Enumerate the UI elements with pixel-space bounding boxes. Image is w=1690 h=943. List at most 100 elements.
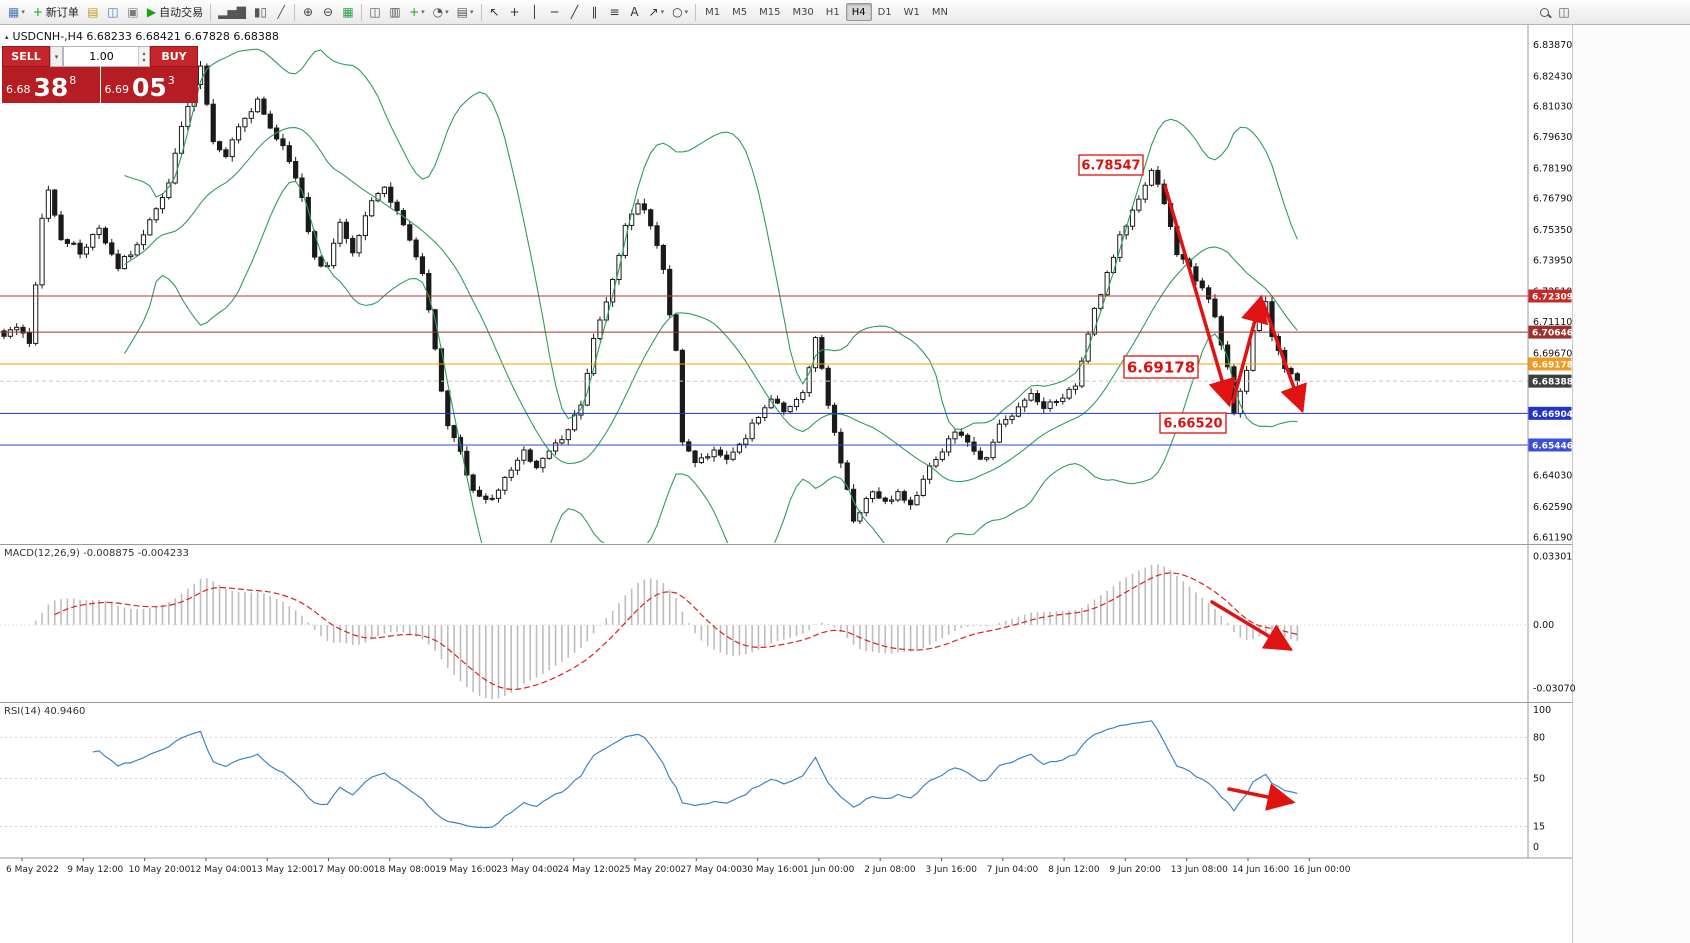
buy-price-display[interactable]: 6.69 05 3 — [100, 67, 198, 103]
sell-price-display[interactable]: 6.68 38 8 — [2, 67, 100, 103]
timeframe-h1[interactable]: H1 — [825, 6, 840, 18]
svg-text:23 May 04:00: 23 May 04:00 — [496, 865, 558, 875]
buy-button[interactable]: BUY — [150, 46, 198, 67]
cascade-windows-icon[interactable]: ▥ — [385, 2, 405, 22]
timeframe-h4[interactable]: H4 — [845, 3, 872, 21]
sell-button[interactable]: SELL — [2, 46, 50, 67]
annotation-arrow[interactable] — [1210, 600, 1293, 651]
trade-options-caret[interactable]: ▾ — [50, 46, 63, 67]
vline-icon[interactable]: │ — [525, 2, 545, 22]
zoom-in-icon[interactable]: ⊕ — [298, 2, 318, 22]
hline-icon[interactable]: ─ — [545, 2, 565, 22]
zoom-out-icon[interactable]: ⊖ — [318, 2, 338, 22]
new-order-button[interactable]: + 新订单 — [29, 2, 83, 22]
crosshair-icon-glyph: + — [509, 5, 520, 19]
crosshair-icon[interactable]: + — [505, 2, 525, 22]
vline-icon-glyph: │ — [530, 5, 539, 19]
caret-down-icon: ▾ — [21, 8, 25, 16]
svg-text:8 Jun 12:00: 8 Jun 12:00 — [1048, 865, 1100, 875]
volume-input[interactable] — [64, 47, 149, 66]
svg-text:6.76790: 6.76790 — [1533, 194, 1572, 205]
caret-down-icon: ▾ — [421, 8, 425, 16]
timeframe-m15[interactable]: M15 — [759, 6, 781, 18]
caret-down-icon: ▾ — [469, 8, 474, 16]
channel-icon[interactable]: ∥ — [585, 2, 605, 22]
bar-chart-icon[interactable]: ▂▅▇ — [214, 2, 250, 22]
annotation-arrow[interactable] — [1163, 184, 1236, 408]
svg-text:14 Jun 16:00: 14 Jun 16:00 — [1232, 865, 1289, 875]
collapse-icon[interactable]: ▴ — [5, 33, 9, 41]
svg-text:7 Jun 04:00: 7 Jun 04:00 — [987, 865, 1039, 875]
spinner-down-icon[interactable]: ▾ — [142, 56, 146, 64]
time-axis[interactable]: 6 May 2022 9 May 12:00 10 May 20:00 12 May … — [6, 858, 1351, 875]
svg-text:3 Jun 16:00: 3 Jun 16:00 — [926, 865, 978, 875]
market-watch-icon[interactable]: ◫ — [103, 2, 123, 22]
svg-text:9 May 12:00: 9 May 12:00 — [67, 865, 123, 875]
autotrade-button[interactable]: ▶ 自动交易 — [143, 2, 207, 22]
timeframe-d1[interactable]: D1 — [877, 6, 892, 18]
bollinger-bands — [123, 48, 1298, 543]
timeframe-w1[interactable]: W1 — [903, 6, 920, 18]
svg-text:9 Jun 20:00: 9 Jun 20:00 — [1109, 865, 1161, 875]
macd-histogram — [0, 564, 1528, 700]
shapes-icon[interactable]: ○ ▾ — [668, 2, 692, 22]
chart-window[interactable] — [0, 25, 1572, 943]
annotations[interactable]: 6.78547 6.69178 6.66520 — [1078, 154, 1307, 434]
svg-text:27 May 04:00: 27 May 04:00 — [680, 865, 742, 875]
svg-text:2 Jun 08:00: 2 Jun 08:00 — [864, 865, 916, 875]
hline-icon-glyph: ─ — [550, 5, 559, 19]
arrows-icon[interactable]: ↗ ▾ — [645, 2, 669, 22]
svg-text:6.66904: 6.66904 — [1532, 410, 1573, 420]
bar-chart-icon-glyph: ▂▅▇ — [218, 5, 246, 19]
navigator-icon[interactable]: ▣ — [123, 2, 143, 22]
annotation-arrow[interactable] — [1261, 300, 1307, 414]
tile-windows-icon[interactable]: ◫ — [365, 2, 385, 22]
text-icon-glyph: A — [630, 5, 639, 19]
zoom-in-icon-glyph: ⊕ — [303, 5, 314, 19]
rsi-panel — [0, 720, 1528, 829]
timeframe-m5[interactable]: M5 — [732, 6, 748, 18]
one-click-trading-panel: SELL ▾ ▴▾ BUY 6.68 38 8 6.69 05 3 — [2, 46, 198, 103]
svg-text:6.75350: 6.75350 — [1533, 225, 1572, 236]
line-chart-icon-glyph: ╱ — [277, 5, 285, 19]
annotation-arrow[interactable] — [1227, 783, 1296, 811]
annotations[interactable] — [1227, 783, 1296, 811]
candle-chart-icon[interactable]: ▮▯ — [250, 2, 271, 22]
svg-text:0.03301: 0.03301 — [1533, 552, 1572, 563]
timeframe-m1[interactable]: M1 — [705, 6, 721, 18]
bollinger-middle — [124, 126, 1298, 483]
toolbar: ▦ ▾ + 新订单 ▤ ◫ ▣ ▶ 自动交易 ▂▅▇ ▮▯ ╱ ⊕ ⊖ ▦ ◫ ▥ + ▾ ◔ ▾ ▤ ▾ ↖ + │ ─ ╱ ∥ ≡ A ↗… — [0, 0, 1690, 25]
search-button[interactable] — [1534, 2, 1554, 22]
annotation-price-box[interactable] — [1159, 412, 1227, 434]
svg-text:6.72309: 6.72309 — [1532, 292, 1573, 302]
macd-signal-line — [54, 572, 1298, 691]
caret-down-icon: ▾ — [445, 8, 449, 16]
annotation-price-box[interactable] — [1123, 355, 1199, 379]
text-icon[interactable]: A — [625, 2, 645, 22]
annotation-arrow[interactable] — [1231, 294, 1269, 404]
grid-icon[interactable]: ▦ — [338, 2, 358, 22]
caret-down-icon: ▾ — [660, 8, 665, 16]
panels-button[interactable]: ◫ — [1554, 2, 1574, 22]
timeframe-m30[interactable]: M30 — [792, 6, 814, 18]
annotations[interactable] — [1210, 600, 1293, 651]
spinner-up-icon[interactable]: ▴ — [142, 49, 146, 57]
svg-text:0: 0 — [1533, 842, 1539, 853]
price-label-6.68388 — [1528, 374, 1572, 388]
indicators-add-button[interactable]: + ▾ — [405, 2, 429, 22]
fibonacci-icon[interactable]: ≡ — [605, 2, 625, 22]
volume-spinner[interactable]: ▴ ▾ — [138, 47, 149, 66]
template-button[interactable]: ▤ ▾ — [453, 2, 478, 22]
timeframe-mn[interactable]: MN — [931, 6, 948, 18]
new-order-button-label: 新订单 — [45, 6, 79, 19]
periods-button[interactable]: ◔ ▾ — [429, 2, 453, 22]
navigator-icon-glyph: ▣ — [127, 5, 139, 19]
toolbar-separator — [210, 3, 212, 21]
annotation-price-box[interactable] — [1078, 154, 1144, 176]
trendline-icon[interactable]: ╱ — [565, 2, 585, 22]
line-chart-icon[interactable]: ╱ — [271, 2, 291, 22]
chart-window-icon[interactable]: ▤ — [83, 2, 103, 22]
cursor-icon[interactable]: ↖ — [485, 2, 505, 22]
new-chart-button[interactable]: ▦ ▾ — [4, 2, 29, 22]
